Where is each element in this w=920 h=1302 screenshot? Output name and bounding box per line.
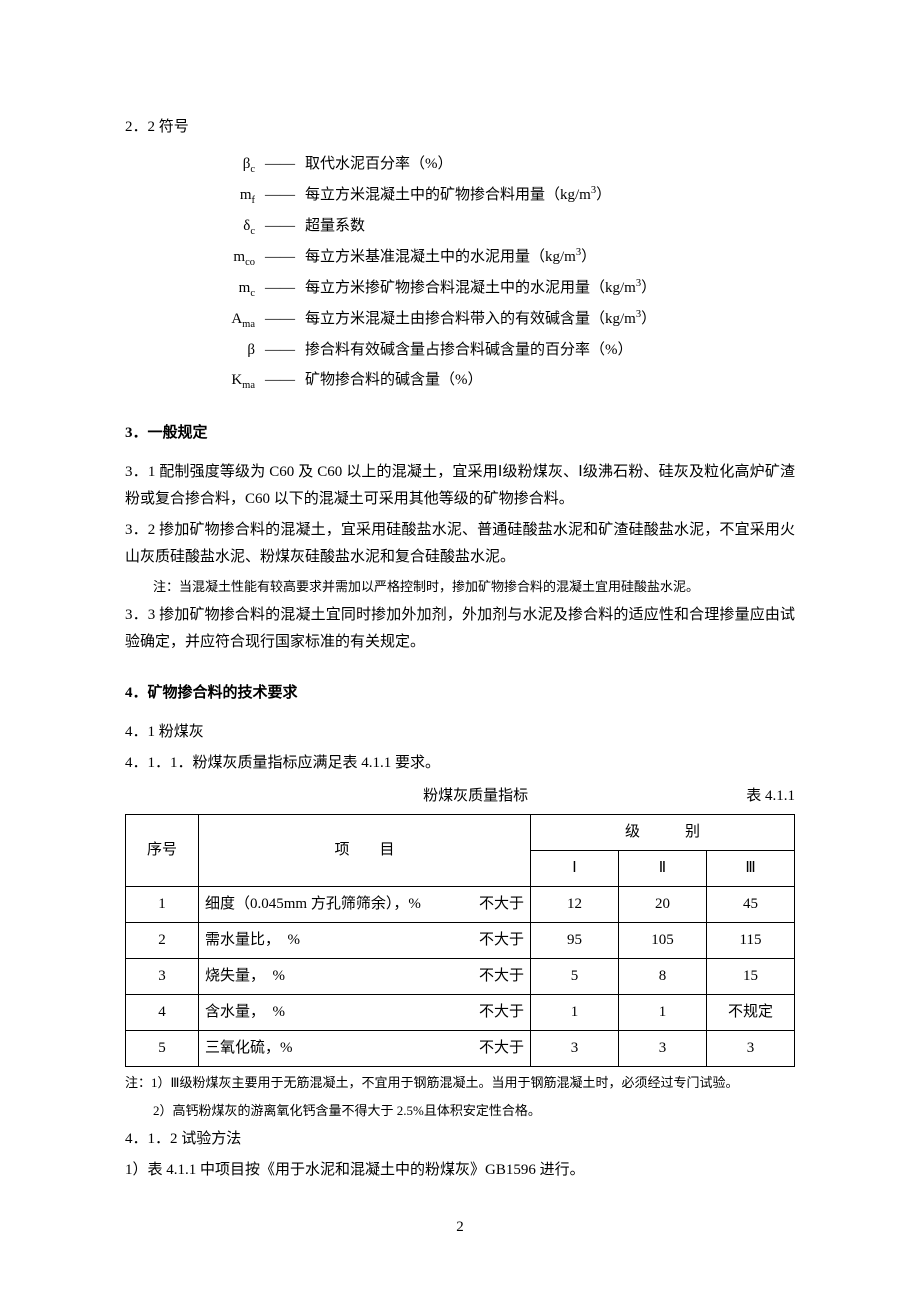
table-row: 1细度（0.045mm 方孔筛筛余），%不大于122045: [126, 887, 795, 923]
table-caption-row: 粉煤灰质量指标 表 4.1.1: [125, 783, 795, 810]
table-row: 2需水量比， %不大于95105115: [126, 923, 795, 959]
table-row: 4含水量， %不大于11不规定: [126, 995, 795, 1031]
para-4-1-1: 4．1．1．粉煤灰质量指标应满足表 4.1.1 要求。: [125, 750, 795, 777]
para-3-1: 3．1 配制强度等级为 C60 及 C60 以上的混凝土，宜采用Ⅰ级粉煤灰、Ⅰ级…: [125, 459, 795, 513]
symbol: Kma: [205, 365, 255, 396]
symbol: mc: [205, 273, 255, 304]
symbol-dash: ——: [255, 273, 305, 303]
cell-seq: 1: [126, 887, 199, 923]
cell-seq: 5: [126, 1031, 199, 1067]
table-caption: 粉煤灰质量指标: [205, 783, 746, 810]
cell-v3: 115: [707, 923, 795, 959]
cell-v2: 1: [619, 995, 707, 1031]
table-body: 1细度（0.045mm 方孔筛筛余），%不大于1220452需水量比， %不大于…: [126, 887, 795, 1067]
cell-item: 需水量比， %不大于: [199, 923, 531, 959]
para-3-2: 3．2 掺加矿物掺合料的混凝土，宜采用硅酸盐水泥、普通硅酸盐水泥和矿渣硅酸盐水泥…: [125, 517, 795, 571]
symbol-description: 超量系数: [305, 211, 795, 241]
symbol-row: βc——取代水泥百分率（%）: [205, 149, 795, 180]
symbol-description: 每立方米混凝土中的矿物掺合料用量（kg/m3）: [305, 180, 795, 210]
symbol-description: 每立方米混凝土由掺合料带入的有效碱含量（kg/m3）: [305, 304, 795, 334]
symbol-dash: ——: [255, 365, 305, 395]
section-4-1-title: 4．1 粉煤灰: [125, 719, 795, 746]
cell-item: 烧失量， %不大于: [199, 959, 531, 995]
cell-item: 三氧化硫，%不大于: [199, 1031, 531, 1067]
symbol: mf: [205, 180, 255, 211]
symbol-dash: ——: [255, 211, 305, 241]
cell-v1: 1: [531, 995, 619, 1031]
cell-v2: 8: [619, 959, 707, 995]
table-row: 3烧失量， %不大于5815: [126, 959, 795, 995]
symbol-row: δc——超量系数: [205, 211, 795, 242]
symbol-row: Kma——矿物掺合料的碱含量（%）: [205, 365, 795, 396]
symbol: δc: [205, 211, 255, 242]
cell-v2: 20: [619, 887, 707, 923]
table-note-1: 注：1）Ⅲ级粉煤灰主要用于无筋混凝土，不宜用于钢筋混凝土。当用于钢筋混凝土时，必…: [125, 1071, 795, 1094]
cell-v1: 3: [531, 1031, 619, 1067]
table-reference: 表 4.1.1: [746, 783, 795, 810]
table-row: 5三氧化硫，%不大于333: [126, 1031, 795, 1067]
symbol-dash: ——: [255, 149, 305, 179]
symbol-description: 取代水泥百分率（%）: [305, 149, 795, 179]
cell-seq: 3: [126, 959, 199, 995]
cell-v1: 12: [531, 887, 619, 923]
symbol: mco: [205, 242, 255, 273]
cell-seq: 2: [126, 923, 199, 959]
symbol-row: mco——每立方米基准混凝土中的水泥用量（kg/m3）: [205, 242, 795, 273]
cell-v2: 105: [619, 923, 707, 959]
th-grade-1: Ⅰ: [531, 851, 619, 887]
para-4-1-2-1: 1）表 4.1.1 中项目按《用于水泥和混凝土中的粉煤灰》GB1596 进行。: [125, 1157, 795, 1184]
cell-v3: 45: [707, 887, 795, 923]
symbol-description: 每立方米掺矿物掺合料混凝土中的水泥用量（kg/m3）: [305, 273, 795, 303]
cell-v3: 15: [707, 959, 795, 995]
symbol-dash: ——: [255, 335, 305, 365]
cell-seq: 4: [126, 995, 199, 1031]
cell-v3: 不规定: [707, 995, 795, 1031]
symbol-description: 掺合料有效碱含量占掺合料碱含量的百分率（%）: [305, 335, 795, 365]
fly-ash-quality-table: 序号 项 目 级 别 Ⅰ Ⅱ Ⅲ 1细度（0.045mm 方孔筛筛余），%不大于…: [125, 814, 795, 1067]
th-seq: 序号: [126, 815, 199, 887]
th-grade-2: Ⅱ: [619, 851, 707, 887]
symbol-dash: ——: [255, 304, 305, 334]
symbol: Ama: [205, 304, 255, 335]
th-grade-3: Ⅲ: [707, 851, 795, 887]
cell-v2: 3: [619, 1031, 707, 1067]
symbol: β: [205, 335, 255, 365]
symbol: βc: [205, 149, 255, 180]
symbol-definitions: βc——取代水泥百分率（%）mf——每立方米混凝土中的矿物掺合料用量（kg/m3…: [205, 149, 795, 396]
section-2-2-title: 2．2 符号: [125, 114, 795, 141]
symbol-row: mc——每立方米掺矿物掺合料混凝土中的水泥用量（kg/m3）: [205, 273, 795, 304]
cell-v1: 95: [531, 923, 619, 959]
note-3-2: 注：当混凝土性能有较高要求并需加以严格控制时，掺加矿物掺合料的混凝土宜用硅酸盐水…: [153, 575, 795, 598]
cell-v1: 5: [531, 959, 619, 995]
symbol-row: Ama——每立方米混凝土由掺合料带入的有效碱含量（kg/m3）: [205, 304, 795, 335]
th-item: 项 目: [199, 815, 531, 887]
table-note-2: 2）高钙粉煤灰的游离氧化钙含量不得大于 2.5%且体积安定性合格。: [153, 1099, 795, 1122]
symbol-dash: ——: [255, 180, 305, 210]
symbol-description: 矿物掺合料的碱含量（%）: [305, 365, 795, 395]
symbol-row: β——掺合料有效碱含量占掺合料碱含量的百分率（%）: [205, 335, 795, 365]
symbol-row: mf——每立方米混凝土中的矿物掺合料用量（kg/m3）: [205, 180, 795, 211]
section-4-title: 4．矿物掺合料的技术要求: [125, 680, 795, 707]
para-3-3: 3．3 掺加矿物掺合料的混凝土宜同时掺加外加剂，外加剂与水泥及掺合料的适应性和合…: [125, 602, 795, 656]
cell-item: 含水量， %不大于: [199, 995, 531, 1031]
cell-item: 细度（0.045mm 方孔筛筛余），%不大于: [199, 887, 531, 923]
symbol-dash: ——: [255, 242, 305, 272]
page-number: 2: [125, 1214, 795, 1241]
section-3-title: 3．一般规定: [125, 420, 795, 447]
cell-v3: 3: [707, 1031, 795, 1067]
th-grade: 级 别: [531, 815, 795, 851]
para-4-1-2: 4．1．2 试验方法: [125, 1126, 795, 1153]
symbol-description: 每立方米基准混凝土中的水泥用量（kg/m3）: [305, 242, 795, 272]
